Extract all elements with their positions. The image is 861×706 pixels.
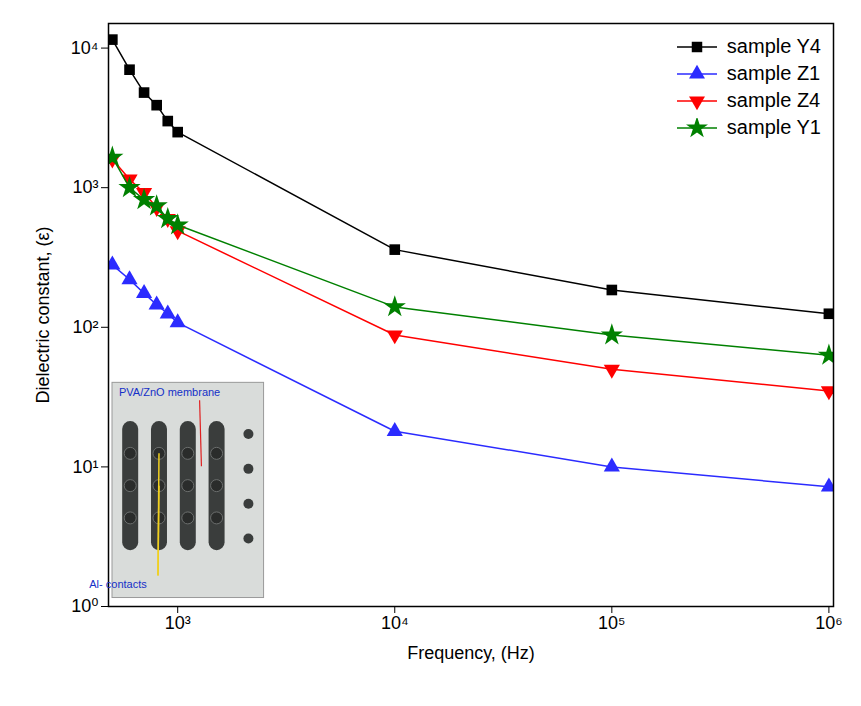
- svg-text:10⁵: 10⁵: [598, 613, 625, 633]
- svg-text:10²: 10²: [72, 317, 98, 337]
- svg-text:10⁴: 10⁴: [381, 613, 409, 633]
- html-text:sample Y4: sample Y4: [726, 35, 821, 57]
- html-text:sample Z4: sample Z4: [726, 89, 821, 111]
- svg-text:10⁴: 10⁴: [71, 38, 99, 58]
- html-text:sample Y1: sample Y1: [726, 116, 821, 138]
- html-text:sample Z1: sample Z1: [726, 62, 821, 84]
- svg-text:PVA/ZnO membrane: PVA/ZnO membrane: [119, 386, 220, 398]
- svg-text:Al- contacts: Al- contacts: [89, 578, 147, 590]
- svg-text:Dielectric constant, (ε): Dielectric constant, (ε): [33, 226, 53, 403]
- svg-text:10³: 10³: [72, 177, 98, 197]
- svg-text:10⁰: 10⁰: [71, 596, 98, 616]
- svg-text:Frequency, (Hz): Frequency, (Hz): [407, 643, 535, 663]
- svg-text:10³: 10³: [165, 613, 191, 633]
- svg-text:10¹: 10¹: [72, 457, 98, 477]
- svg-text:10⁶: 10⁶: [815, 613, 842, 633]
